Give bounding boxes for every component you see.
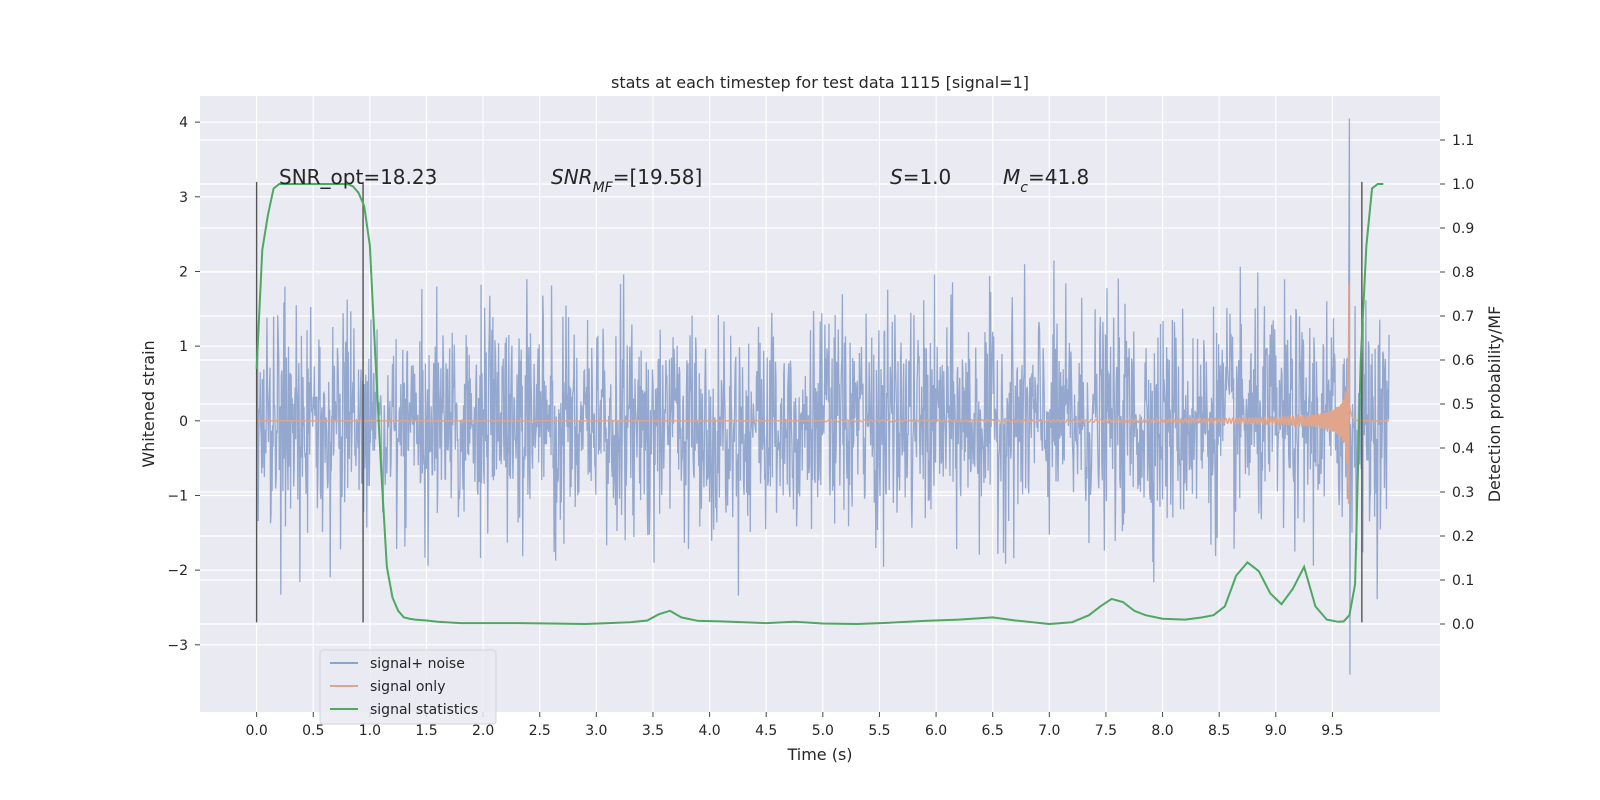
x-axis: 0.0 0.5 1.0 1.5 2.0 2.5 3.0 3.5 4.0 4.5 5.0 5.5 6.0 6…: [245, 712, 1344, 739]
x-tick-label: 9.0: [1265, 723, 1287, 739]
annotation-snr-mf: SNRMF=[19.58]: [551, 165, 702, 196]
y-axis-left: −3 −2 −1 0 1 2 3 4: [167, 115, 200, 654]
vertical-markers: [255, 181, 1363, 623]
y-right-tick-label: 0.0: [1452, 617, 1474, 633]
annotation-mc: Mc=41.8: [1003, 165, 1089, 196]
y-tick-label: −1: [167, 488, 188, 504]
x-tick-label: 1.0: [359, 723, 381, 739]
annotation-s-value: =1.0: [903, 165, 952, 189]
x-tick-label: 3.0: [585, 723, 607, 739]
x-tick-label: 7.5: [1095, 723, 1117, 739]
y-right-tick-label: 0.6: [1452, 353, 1474, 369]
y-right-tick-label: 0.2: [1452, 529, 1474, 545]
x-tick-label: 2.5: [529, 723, 551, 739]
annotation-snr-mf-value: =[19.58]: [613, 165, 703, 189]
y-tick-label: 0: [179, 414, 188, 430]
y-right-tick-label: 0.7: [1452, 309, 1474, 325]
y-tick-label: −2: [167, 563, 188, 579]
annotation-s: S=1.0: [890, 165, 951, 189]
x-axis-label: Time (s): [786, 745, 852, 764]
y-axis-right-label: Detection probability/MF: [1485, 306, 1504, 503]
y-axis-label: Whitened strain: [139, 340, 158, 467]
y-right-tick-label: 0.9: [1452, 221, 1474, 237]
y-right-tick-label: 0.4: [1452, 441, 1474, 457]
y-axis-right: 0.0 0.1 0.2 0.3 0.4 0.5 0.6 0.7 0.8 0.9 1.0 1.1: [1440, 133, 1474, 633]
x-tick-label: 1.5: [415, 723, 437, 739]
signal-noise-series: [255, 118, 1390, 675]
x-tick-label: 4.0: [698, 723, 720, 739]
signal-statistics-series: [255, 183, 1384, 626]
signal-statistics-line: [255, 183, 1384, 626]
legend-label-signal-only: signal only: [370, 679, 445, 695]
x-tick-label: 5.5: [868, 723, 890, 739]
y-tick-label: −3: [167, 638, 188, 654]
x-tick-label: 8.0: [1151, 723, 1173, 739]
annotation-mc-base: M: [1003, 165, 1020, 189]
y-tick-label: 4: [179, 115, 188, 131]
signal-only-line: [256, 283, 1390, 504]
annotation-s-symbol: S: [890, 165, 903, 189]
x-tick-label: 0.0: [245, 723, 267, 739]
x-tick-label: 0.5: [302, 723, 324, 739]
x-tick-label: 7.0: [1038, 723, 1060, 739]
y-right-tick-label: 0.1: [1452, 573, 1474, 589]
legend-label-signal-noise: signal+ noise: [370, 656, 465, 672]
y-right-tick-label: 1.0: [1452, 177, 1474, 193]
x-tick-label: 4.5: [755, 723, 777, 739]
y-right-tick-label: 0.3: [1452, 485, 1474, 501]
signal-noise-line: [255, 118, 1390, 675]
y-tick-label: 2: [179, 264, 188, 280]
x-tick-label: 8.5: [1208, 723, 1230, 739]
x-tick-label: 6.5: [982, 723, 1004, 739]
x-tick-label: 9.5: [1321, 723, 1343, 739]
legend: signal+ noise signal only signal statist…: [319, 649, 497, 725]
chart-title: stats at each timestep for test data 111…: [611, 73, 1029, 92]
legend-box: [319, 649, 497, 725]
y-right-tick-label: 1.1: [1452, 133, 1474, 149]
y-right-tick-label: 0.5: [1452, 397, 1474, 413]
annotation-snr-opt: SNR_opt=18.23: [279, 165, 437, 189]
x-tick-label: 3.5: [642, 723, 664, 739]
signal-only-series: [256, 283, 1390, 504]
annotation-snr-mf-sub: MF: [593, 180, 614, 196]
annotation-mc-sub: c: [1020, 180, 1028, 196]
y-right-tick-label: 0.8: [1452, 265, 1474, 281]
annotation-mc-value: =41.8: [1028, 165, 1089, 189]
annotation-snr-mf-base: SNR: [551, 165, 593, 189]
y-tick-label: 1: [179, 339, 188, 355]
x-tick-label: 5.0: [812, 723, 834, 739]
y-tick-label: 3: [179, 190, 188, 206]
x-tick-label: 2.0: [472, 723, 494, 739]
legend-label-signal-statistics: signal statistics: [370, 702, 478, 718]
x-tick-label: 6.0: [925, 723, 947, 739]
